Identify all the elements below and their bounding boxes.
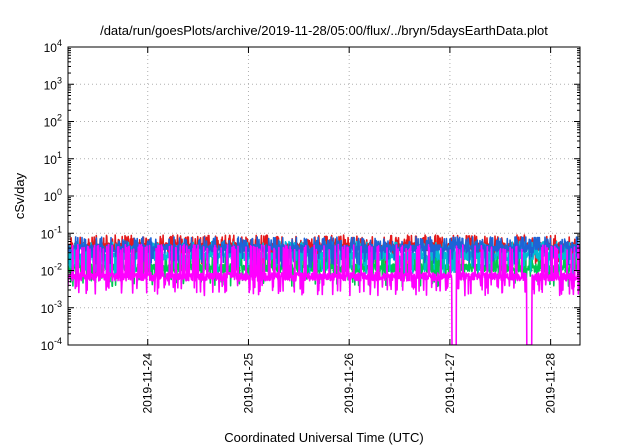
x-axis-label: Coordinated Universal Time (UTC) [224,430,423,445]
y-tick-label: 103 [44,75,62,92]
y-tick-label: 102 [44,113,62,130]
x-tick-label: 2019-11-27 [443,353,457,414]
y-tick-label: 10-4 [41,336,62,353]
y-axis: 10-4 10-3 10-2 10-1 100 101 102 103 104 [41,38,580,353]
grid [68,47,580,345]
x-axis: 2019-11-24 2019-11-25 2019-11-26 2019-11-27… [141,47,558,414]
chart-title: /data/run/goesPlots/archive/2019-11-28/0… [100,23,548,38]
x-tick-label: 2019-11-24 [141,353,155,414]
y-axis-label: cSv/day [12,172,27,219]
y-tick-label: 101 [44,150,62,167]
x-tick-label: 2019-11-25 [241,353,255,414]
x-tick-label: 2019-11-26 [342,353,356,414]
series-line-4 [68,236,580,269]
y-tick-label: 10-3 [41,299,62,316]
series-line-5 [68,243,580,345]
y-tick-label: 100 [44,187,62,204]
series-layer [68,234,580,345]
y-tick-label: 10-2 [41,262,62,279]
x-tick-label: 2019-11-28 [544,353,558,414]
y-tick-label: 10-1 [41,224,62,241]
y-tick-label: 104 [44,38,62,55]
